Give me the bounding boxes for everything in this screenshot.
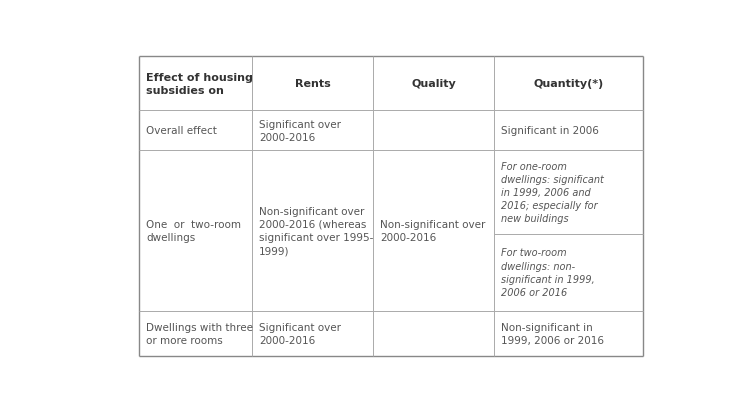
Text: Effect of housing
subsidies on: Effect of housing subsidies on — [146, 72, 253, 95]
Text: Non-significant over
2000-2016: Non-significant over 2000-2016 — [380, 219, 485, 243]
Text: Overall effect: Overall effect — [146, 126, 217, 136]
Text: Quantity(*): Quantity(*) — [534, 79, 604, 89]
Text: Significant over
2000-2016: Significant over 2000-2016 — [259, 119, 341, 142]
Text: For one-room
dwellings: significant
in 1999, 2006 and
2016; especially for
new b: For one-room dwellings: significant in 1… — [501, 161, 604, 224]
Text: Significant in 2006: Significant in 2006 — [501, 126, 599, 136]
Text: For two-room
dwellings: non-
significant in 1999,
2006 or 2016: For two-room dwellings: non- significant… — [501, 248, 595, 297]
Text: Quality: Quality — [412, 79, 456, 89]
Text: Rents: Rents — [295, 79, 331, 89]
Text: Dwellings with three
or more rooms: Dwellings with three or more rooms — [146, 322, 253, 345]
Text: One  or  two-room
dwellings: One or two-room dwellings — [146, 219, 241, 243]
Text: Significant over
2000-2016: Significant over 2000-2016 — [259, 322, 341, 345]
Text: Non-significant in
1999, 2006 or 2016: Non-significant in 1999, 2006 or 2016 — [501, 322, 604, 345]
Text: Non-significant over
2000-2016 (whereas
significant over 1995-
1999): Non-significant over 2000-2016 (whereas … — [259, 206, 373, 256]
